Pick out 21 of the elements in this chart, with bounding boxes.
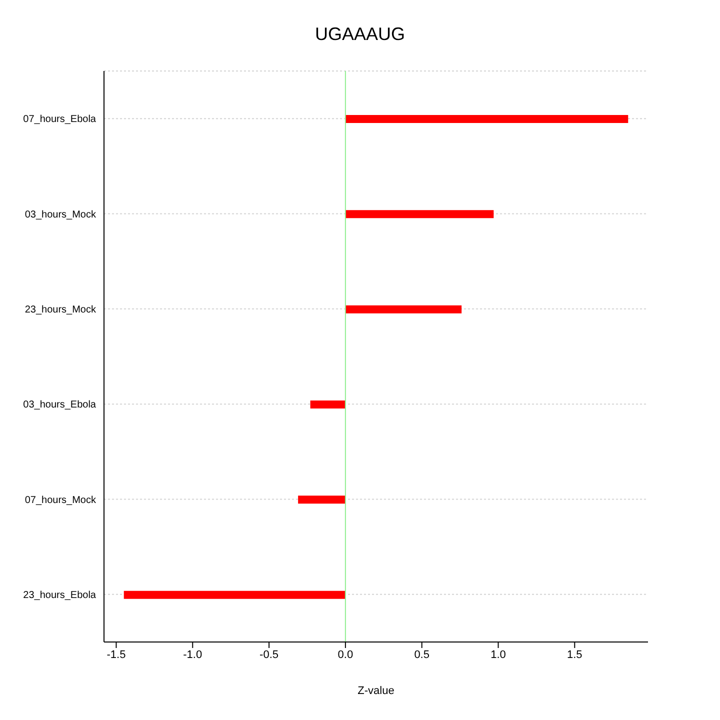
bar: [345, 210, 494, 218]
bar: [345, 115, 628, 123]
x-tick-label: 1.0: [490, 648, 506, 661]
chart-title: UGAAAUG: [314, 23, 406, 46]
x-tick-label: 0.5: [414, 648, 430, 661]
y-tick-label: 07_hours_Mock: [24, 494, 97, 506]
y-tick-label: 23_hours_Ebola: [23, 590, 96, 601]
y-tick-label: 03_hours_Mock: [24, 209, 97, 220]
x-tick-label: -0.5: [260, 648, 279, 661]
x-tick-label: -1.5: [106, 648, 126, 661]
y-tick-label: 23_hours_Mock: [24, 304, 97, 316]
x-tick-label: 0.0: [338, 648, 354, 661]
bar: [345, 305, 462, 314]
x-tick-label: -1.0: [183, 648, 202, 661]
x-axis-title: Z-value: [358, 685, 394, 697]
y-tick-label: 03_hours_Ebola: [23, 400, 96, 411]
x-tick-label: 1.5: [567, 648, 582, 661]
bar: [298, 496, 346, 504]
y-tick-label: 07_hours_Ebola: [23, 114, 96, 126]
bar: [310, 400, 346, 408]
bar: [124, 590, 346, 599]
